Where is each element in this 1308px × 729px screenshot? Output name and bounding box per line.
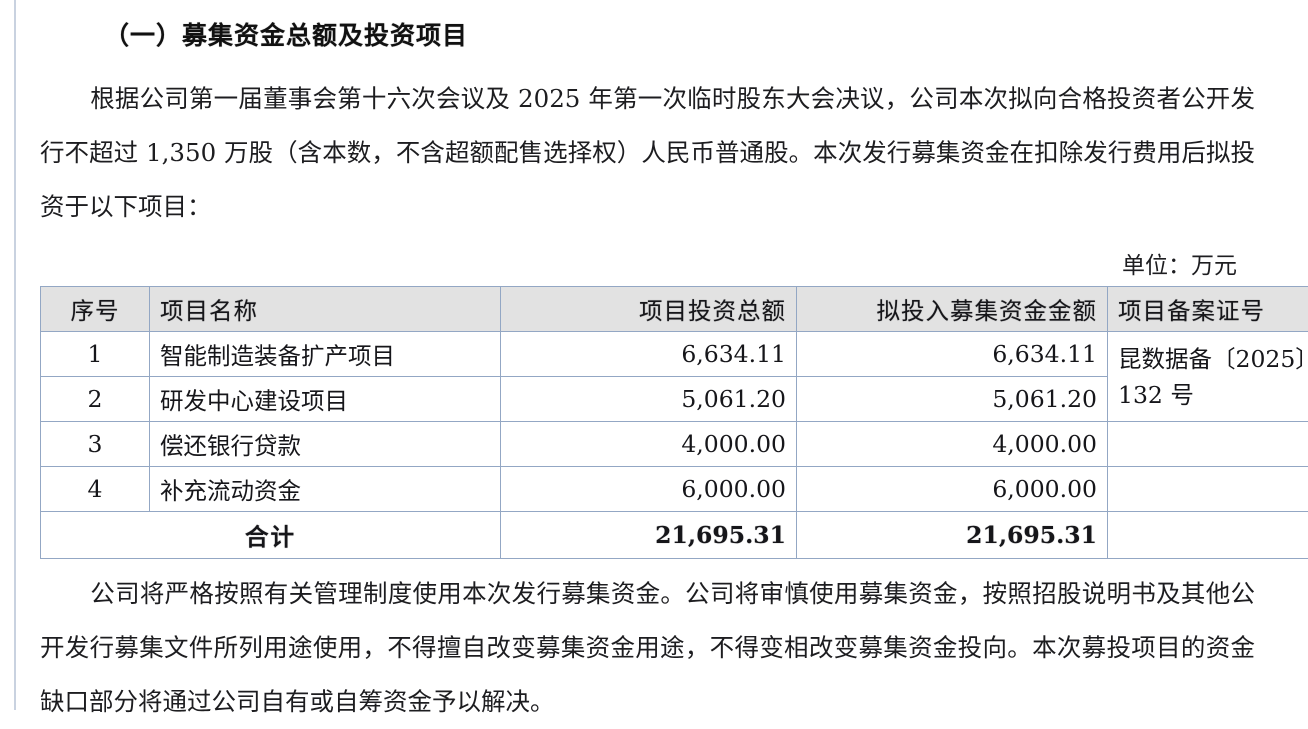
- cell-no: 1: [41, 332, 150, 377]
- cell-raised-amount-sum: 21,695.31: [797, 512, 1108, 559]
- cell-no: 3: [41, 422, 150, 467]
- cell-filing-number: 昆数据备〔2025〕132 号: [1108, 332, 1308, 422]
- cell-filing-number-empty: [1108, 422, 1308, 467]
- intro-paragraph: 根据公司第一届董事会第十六次会议及 2025 年第一次临时股东大会决议，公司本次…: [40, 72, 1255, 234]
- fund-usage-table: 序号 项目名称 项目投资总额 拟投入募集资金金额 项目备案证号 1 智能制造装备…: [40, 286, 1308, 559]
- column-header-filing-number: 项目备案证号: [1108, 287, 1308, 332]
- table-row: 1 智能制造装备扩产项目 6,634.11 6,634.11 昆数据备〔2025…: [41, 332, 1308, 377]
- cell-raised-amount: 4,000.00: [797, 422, 1108, 467]
- cell-name: 研发中心建设项目: [150, 377, 501, 422]
- table-header-row: 序号 项目名称 项目投资总额 拟投入募集资金金额 项目备案证号: [41, 287, 1308, 332]
- cell-filing-number-empty: [1108, 512, 1308, 559]
- document-page: （一）募集资金总额及投资项目 根据公司第一届董事会第十六次会议及 2025 年第…: [40, 0, 1275, 710]
- table-row: 4 补充流动资金 6,000.00 6,000.00: [41, 467, 1308, 512]
- unit-note: 单位：万元: [40, 246, 1237, 280]
- cell-raised-amount: 6,634.11: [797, 332, 1108, 377]
- cell-raised-amount: 5,061.20: [797, 377, 1108, 422]
- cell-name: 补充流动资金: [150, 467, 501, 512]
- column-header-no: 序号: [41, 287, 150, 332]
- cell-total-investment: 5,061.20: [501, 377, 797, 422]
- page-margin-rule: [14, 0, 16, 710]
- cell-name: 智能制造装备扩产项目: [150, 332, 501, 377]
- cell-no: 4: [41, 467, 150, 512]
- table-header: 序号 项目名称 项目投资总额 拟投入募集资金金额 项目备案证号: [41, 287, 1308, 332]
- intro-paragraph-text: 根据公司第一届董事会第十六次会议及 2025 年第一次临时股东大会决议，公司本次…: [40, 84, 1255, 221]
- cell-total-investment: 4,000.00: [501, 422, 797, 467]
- table-row: 3 偿还银行贷款 4,000.00 4,000.00: [41, 422, 1308, 467]
- table-total-row: 合计 21,695.31 21,695.31: [41, 512, 1308, 559]
- cell-total-investment-sum: 21,695.31: [501, 512, 797, 559]
- section-heading: （一）募集资金总额及投资项目: [104, 16, 1275, 52]
- cell-no: 2: [41, 377, 150, 422]
- cell-name: 偿还银行贷款: [150, 422, 501, 467]
- cell-total-investment: 6,000.00: [501, 467, 797, 512]
- cell-filing-number-empty: [1108, 467, 1308, 512]
- closing-paragraph: 公司将严格按照有关管理制度使用本次发行募集资金。公司将审慎使用募集资金，按照招股…: [40, 567, 1255, 729]
- cell-total-investment: 6,634.11: [501, 332, 797, 377]
- column-header-total-investment: 项目投资总额: [501, 287, 797, 332]
- table-body: 1 智能制造装备扩产项目 6,634.11 6,634.11 昆数据备〔2025…: [41, 332, 1308, 559]
- cell-raised-amount: 6,000.00: [797, 467, 1108, 512]
- cell-total-label: 合计: [41, 512, 501, 559]
- closing-paragraph-text: 公司将严格按照有关管理制度使用本次发行募集资金。公司将审慎使用募集资金，按照招股…: [40, 579, 1255, 716]
- column-header-raised-amount: 拟投入募集资金金额: [797, 287, 1108, 332]
- column-header-name: 项目名称: [150, 287, 501, 332]
